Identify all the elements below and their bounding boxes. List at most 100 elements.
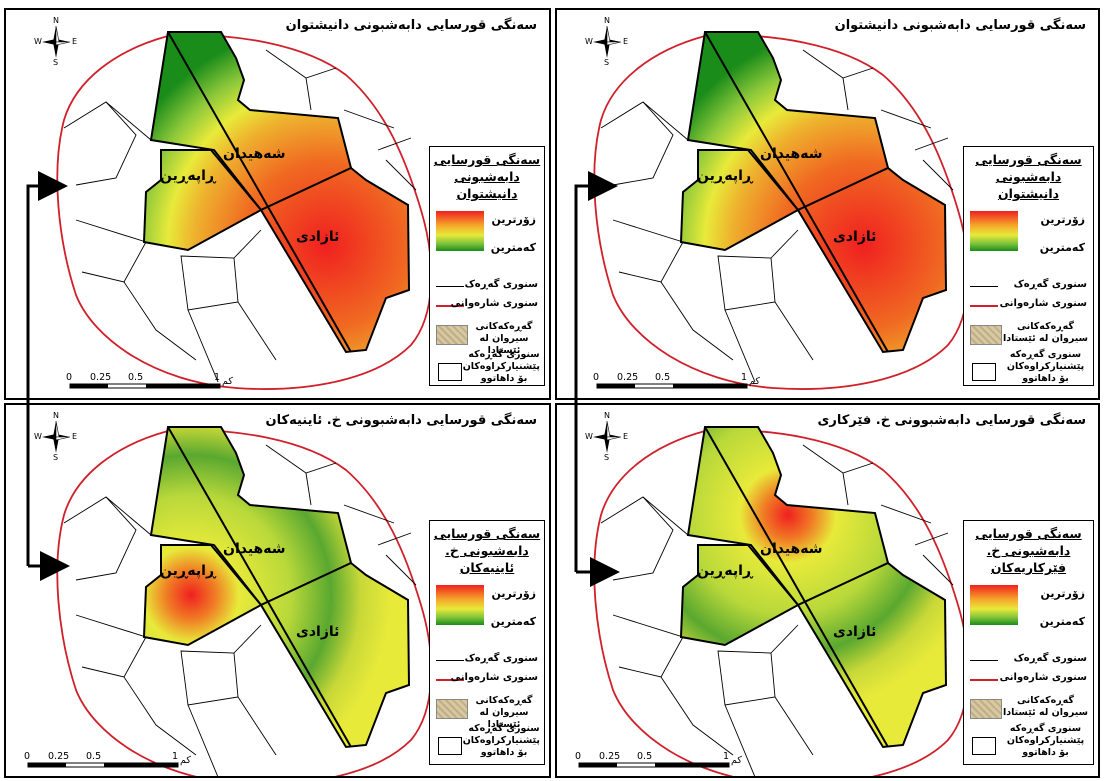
quarter-boundary-line (105, 101, 152, 141)
scale-tick-label: 0 (575, 751, 582, 762)
scale-unit: کم (180, 755, 191, 766)
zone-label-east: ئازادی (833, 624, 877, 640)
existing-quarters-swatch (436, 325, 468, 345)
quarter-boundary-line (774, 301, 814, 361)
scale-tick-label: 0.5 (128, 372, 144, 383)
compass-w: W (585, 37, 593, 46)
compass-rose-icon: N S W E (34, 411, 77, 463)
zone-west (679, 544, 800, 647)
municipal-boundary (593, 34, 970, 390)
zone-label-north: شەهیدان (760, 146, 823, 162)
scale-tick-label: 0.5 (86, 751, 102, 762)
map-canvas (593, 31, 970, 390)
diagonal-divider (167, 31, 352, 353)
quarter-boundary-line (75, 219, 147, 283)
scale-tick-label: 0 (593, 372, 600, 383)
zone-north (149, 31, 353, 212)
existing-quarters-swatch (970, 325, 1002, 345)
quarter-boundary-line (724, 309, 756, 383)
density-gradient-swatch (436, 585, 484, 625)
zone-north (149, 426, 353, 607)
zone-label-west: ڕاپەڕین (160, 563, 216, 579)
map-canvas (56, 31, 433, 390)
zone-label-east: ئازادی (296, 229, 340, 245)
quarter-boundary-line (187, 704, 219, 776)
density-gradient-swatch (970, 211, 1018, 251)
quarter-boundary-line (377, 137, 412, 151)
quarter-boundary-line (123, 281, 197, 361)
legend-low-label: کەمترین (1039, 241, 1085, 254)
legend-title: سەنگی قورسایی دابەشبونی خ. ئاینیەکان (433, 526, 541, 575)
zone-label-north: شەهیدان (223, 541, 286, 557)
legend-high-label: زۆرترین (1040, 587, 1085, 600)
compass-e: E (72, 37, 78, 46)
quarter-boundary-line (717, 255, 776, 311)
legend-proposed-quarters: سنوری گەڕەکە پێشنیارکراوەکان بۆ داهاتوو (1006, 349, 1085, 384)
map-title: سەنگی قورسایی دابەشبوونی خ. فێرکاری (817, 413, 1086, 428)
scale-unit: کم (731, 755, 742, 766)
legend-low-label: کەمترین (490, 241, 536, 254)
scale-tick-label: 1 (172, 751, 179, 762)
compass-n: N (604, 411, 610, 420)
quarter-boundary-line (265, 49, 337, 79)
scale-tick-label: 0.25 (617, 372, 639, 383)
quarter-boundary-line (724, 704, 756, 776)
legend-quarter-boundary: سنوری گەڕەک (1013, 653, 1087, 664)
compass-rose-icon: N S W E (585, 16, 628, 68)
compass-s: S (53, 453, 59, 462)
map-panel-educational: شەهیدان ڕاپەڕین ئازادی سەنگی قورسایی دابەشب… (555, 403, 1100, 778)
municipal-boundary-swatch (970, 305, 998, 307)
quarter-boundary-line (660, 281, 734, 361)
scale-bar: 0 0.25 0.5 1 کم (66, 372, 236, 394)
quarter-boundary-line (343, 504, 395, 524)
diagonal-divider (167, 426, 352, 748)
zone-label-east: ئازادی (296, 624, 340, 640)
quarter-boundary-line (612, 614, 684, 678)
legend-existing-quarters: گەڕەکەکانی سیروان لە ئێستادا (1002, 321, 1089, 344)
proposed-quarters-swatch (438, 363, 462, 381)
legend-title: سەنگی قورسایی دابەشبونی دانیشتوان (975, 152, 1082, 201)
legend-existing-quarters: گەڕەکەکانی سیروان لە ئێستادا (475, 695, 533, 730)
proposed-quarters-swatch (438, 737, 462, 755)
diagonal-divider (704, 31, 889, 353)
quarter-boundary-line (770, 624, 799, 654)
quarter-boundary-line (922, 159, 954, 191)
zone-west (679, 149, 800, 252)
quarter-boundary-line (802, 444, 874, 474)
map-title: سەنگی قورسایی دابەشبونی دانیشتوان (834, 18, 1086, 33)
scale-tick-label: 0.5 (637, 751, 653, 762)
quarter-boundary-line (180, 255, 239, 311)
map-canvas (593, 426, 970, 776)
scale-tick-label: 0 (24, 751, 31, 762)
quarter-boundary-line (265, 444, 337, 474)
quarter-boundary-line (642, 496, 689, 536)
density-gradient-swatch (436, 211, 484, 251)
scale-tick-label: 0.25 (48, 751, 70, 762)
municipal-boundary-swatch (970, 679, 998, 681)
quarter-boundary-line (770, 229, 799, 259)
map-title: سەنگی قورسایی دابەشبوونی خ. ئاینیەکان (265, 413, 537, 428)
quarter-boundary-swatch (436, 286, 464, 287)
compass-n: N (53, 411, 59, 420)
municipal-boundary-swatch (436, 305, 464, 307)
map-panel-population-1: شەهیدان ڕاپەڕین ئازادی سەنگی قورسایی دابەشب… (4, 8, 551, 400)
legend-low-label: کەمترین (490, 615, 536, 628)
zone-west (142, 149, 263, 252)
legend-high-label: زۆرترین (491, 587, 536, 600)
quarter-boundary-line (842, 77, 849, 111)
quarter-boundary-line (237, 696, 277, 756)
quarter-boundary-line (802, 49, 874, 79)
zone-west (142, 544, 263, 647)
legend-title: سەنگی قورسایی دابەشبونی خ. فێرکاریەکان (975, 526, 1082, 575)
quarter-boundary-line (233, 229, 262, 259)
zone-north (686, 31, 890, 212)
compass-n: N (604, 16, 610, 25)
scale-bar: 0 0.25 0.5 1 کم (24, 751, 194, 773)
existing-quarters-swatch (436, 699, 468, 719)
map-legend: سەنگی قورسایی دابەشبونی خ. ئاینیەکان زۆرت… (429, 520, 545, 765)
map-title: سەنگی قورسایی دابەشبونی دانیشتوان (285, 18, 537, 33)
quarter-boundary-swatch (970, 286, 998, 287)
compass-w: W (585, 432, 593, 441)
legend-municipal-boundary: سنوری شارەوانی (999, 672, 1087, 683)
quarter-boundary-line (305, 77, 312, 111)
